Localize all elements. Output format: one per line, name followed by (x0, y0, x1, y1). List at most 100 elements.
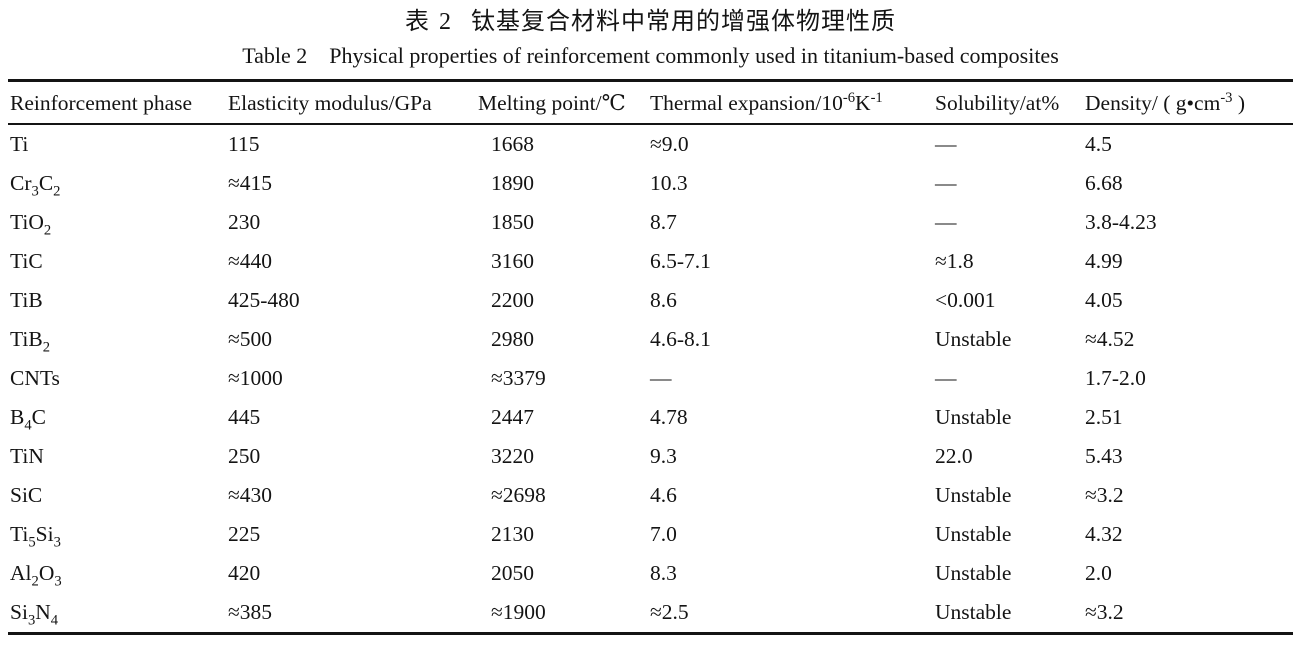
cell-expansion: 6.5-7.1 (650, 249, 711, 273)
cell-phase: Ti5Si3 (10, 522, 61, 551)
cell-solubility: Unstable (935, 405, 1012, 429)
cell-expansion: 7.0 (650, 522, 677, 546)
col-header-melting: Melting point/℃ (476, 80, 648, 125)
cell-expansion: 8.3 (650, 561, 677, 585)
cell-melting: 3220 (491, 444, 534, 468)
cell-solubility: — (935, 171, 957, 195)
cell-density: 4.05 (1085, 288, 1123, 312)
cell-modulus: 420 (228, 561, 261, 585)
cell-density: ≈4.52 (1085, 327, 1135, 351)
cell-melting: ≈2698 (491, 483, 546, 507)
cell-expansion: 9.3 (650, 444, 677, 468)
cell-phase: TiC (10, 249, 43, 273)
cell-density: 6.68 (1085, 171, 1123, 195)
cell-expansion: — (650, 366, 672, 390)
cell-density: 3.8-4.23 (1085, 210, 1157, 234)
cell-modulus: 445 (228, 405, 261, 429)
table-row: Si3N4 ≈385 ≈1900 ≈2.5 Unstable ≈3.2 (8, 593, 1293, 634)
table-header: Reinforcement phase Elasticity modulus/GP… (8, 80, 1293, 125)
cell-density: ≈3.2 (1085, 600, 1124, 624)
cell-solubility: 22.0 (935, 444, 973, 468)
cell-melting: 1890 (491, 171, 534, 195)
cell-solubility: Unstable (935, 522, 1012, 546)
cell-modulus: ≈385 (228, 600, 273, 624)
cell-phase: Cr3C2 (10, 171, 61, 200)
cell-density: 4.32 (1085, 522, 1123, 546)
cell-melting: 2050 (491, 561, 534, 585)
cell-phase: B4C (10, 405, 46, 434)
cell-melting: 1850 (491, 210, 534, 234)
cell-modulus: 225 (228, 522, 261, 546)
cell-density: 2.51 (1085, 405, 1123, 429)
cell-phase: TiN (10, 444, 44, 468)
cell-melting: 1668 (491, 132, 534, 156)
table-row: Ti 115 1668 ≈9.0 — 4.5 (8, 124, 1293, 164)
table-row: TiO2 230 1850 8.7 — 3.8-4.23 (8, 203, 1293, 242)
cell-density: 2.0 (1085, 561, 1112, 585)
cell-solubility: — (935, 132, 957, 156)
table-row: B4C 445 2447 4.78 Unstable 2.51 (8, 398, 1293, 437)
cell-solubility: Unstable (935, 483, 1012, 507)
cell-melting: 2980 (491, 327, 534, 351)
cell-phase: Ti (10, 132, 29, 156)
cell-phase: Al2O3 (10, 561, 62, 590)
cell-expansion: 4.6-8.1 (650, 327, 711, 351)
cell-expansion: 4.6 (650, 483, 677, 507)
table-row: CNTs ≈1000 ≈3379 — — 1.7-2.0 (8, 359, 1293, 398)
table-title-en: Physical properties of reinforcement com… (329, 43, 1059, 68)
table-row: TiB2 ≈500 2980 4.6-8.1 Unstable ≈4.52 (8, 320, 1293, 359)
table-row: TiN 250 3220 9.3 22.0 5.43 (8, 437, 1293, 476)
cell-solubility: Unstable (935, 327, 1012, 351)
cell-melting: ≈1900 (491, 600, 546, 624)
cell-modulus: ≈1000 (228, 366, 283, 390)
cell-expansion: 10.3 (650, 171, 688, 195)
cell-melting: 2200 (491, 288, 534, 312)
table-title-zh: 钛基复合材料中常用的增强体物理性质 (471, 9, 896, 35)
cell-expansion: 8.6 (650, 288, 677, 312)
table-body: Ti 115 1668 ≈9.0 — 4.5 Cr3C2 ≈415 1890 10.3 — 6.68 T… (8, 124, 1293, 634)
table-row: TiB 425-480 2200 8.6 <0.001 4.05 (8, 281, 1293, 320)
table-row: TiC ≈440 3160 6.5-7.1 ≈1.8 4.99 (8, 242, 1293, 281)
cell-modulus: 115 (228, 132, 260, 156)
cell-phase: SiC (10, 483, 43, 507)
cell-modulus: ≈440 (228, 249, 273, 273)
cell-modulus: 250 (228, 444, 261, 468)
table-row: Ti5Si3 225 2130 7.0 Unstable 4.32 (8, 515, 1293, 554)
cell-solubility: <0.001 (935, 288, 996, 312)
properties-table: Reinforcement phase Elasticity modulus/GP… (8, 79, 1293, 635)
cell-melting: 2130 (491, 522, 534, 546)
cell-density: ≈3.2 (1085, 483, 1124, 507)
cell-modulus: ≈415 (228, 171, 273, 195)
cell-melting: ≈3379 (491, 366, 546, 390)
cell-expansion: 8.7 (650, 210, 677, 234)
col-header-density: Density/ ( g•cm-3 ) (1083, 80, 1293, 125)
cell-modulus: ≈430 (228, 483, 273, 507)
cell-melting: 2447 (491, 405, 534, 429)
cell-density: 4.99 (1085, 249, 1123, 273)
table-number-zh: 表 2 (405, 9, 453, 35)
cell-phase: TiB (10, 288, 43, 312)
col-header-expansion: Thermal expansion/10-6K-1 (648, 80, 933, 125)
cell-solubility: — (935, 366, 957, 390)
cell-solubility: — (935, 210, 957, 234)
cell-expansion: ≈9.0 (650, 132, 689, 156)
col-header-phase: Reinforcement phase (8, 80, 226, 125)
cell-solubility: Unstable (935, 600, 1012, 624)
cell-phase: Si3N4 (10, 600, 59, 629)
table-number-en: Table 2 (242, 43, 308, 68)
cell-expansion: 4.78 (650, 405, 688, 429)
cell-density: 5.43 (1085, 444, 1123, 468)
table-row: SiC ≈430 ≈2698 4.6 Unstable ≈3.2 (8, 476, 1293, 515)
table-caption-en: Table 2 Physical properties of reinforcem… (0, 42, 1301, 70)
cell-melting: 3160 (491, 249, 534, 273)
cell-expansion: ≈2.5 (650, 600, 689, 624)
cell-solubility: ≈1.8 (935, 249, 974, 273)
cell-phase: TiB2 (10, 327, 51, 356)
table-row: Al2O3 420 2050 8.3 Unstable 2.0 (8, 554, 1293, 593)
cell-modulus: ≈500 (228, 327, 273, 351)
cell-phase: TiO2 (10, 210, 52, 239)
cell-density: 4.5 (1085, 132, 1112, 156)
cell-density: 1.7-2.0 (1085, 366, 1146, 390)
table-caption-zh: 表 2 钛基复合材料中常用的增强体物理性质 (0, 0, 1301, 37)
table-row: Cr3C2 ≈415 1890 10.3 — 6.68 (8, 164, 1293, 203)
